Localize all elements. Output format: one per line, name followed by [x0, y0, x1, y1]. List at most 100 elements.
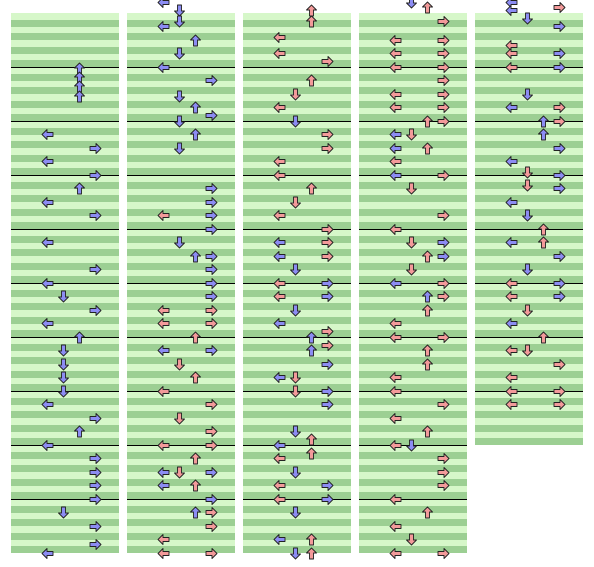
- beat-stripe: [359, 121, 467, 128]
- right-arrow-icon: [437, 290, 450, 303]
- beat-stripe: [475, 154, 583, 162]
- beat-stripe: [243, 283, 351, 290]
- measure-line: [359, 175, 467, 176]
- beat-stripe: [11, 168, 119, 175]
- up-arrow-icon: [421, 425, 434, 438]
- beat-stripe: [127, 391, 235, 398]
- right-arrow-icon: [321, 250, 334, 263]
- beat-stripe: [475, 33, 583, 40]
- beat-stripe: [359, 370, 467, 378]
- beat-stripe: [243, 357, 351, 364]
- down-arrow-icon: [173, 236, 186, 249]
- beat-stripe: [127, 343, 235, 351]
- measure-line: [11, 283, 119, 284]
- left-arrow-icon: [505, 344, 518, 357]
- down-arrow-icon: [57, 290, 70, 303]
- beat-stripe: [475, 161, 583, 169]
- beat-stripe: [359, 296, 467, 304]
- beat-stripe: [11, 13, 119, 20]
- measure-line: [359, 121, 467, 122]
- beat-stripe: [127, 276, 235, 283]
- beat-stripe: [11, 73, 119, 81]
- down-arrow-icon: [521, 12, 534, 25]
- measure-line: [127, 445, 235, 446]
- beat-stripe: [127, 222, 235, 229]
- beat-stripe: [11, 202, 119, 209]
- up-arrow-icon: [305, 331, 318, 344]
- beat-stripe: [127, 478, 235, 486]
- up-arrow-icon: [189, 371, 202, 384]
- right-arrow-icon: [437, 277, 450, 290]
- beat-stripe: [359, 229, 467, 236]
- beat-stripe: [11, 424, 119, 432]
- measure-line: [127, 499, 235, 500]
- beat-stripe: [127, 161, 235, 169]
- beat-stripe: [359, 303, 467, 310]
- up-arrow-icon: [421, 358, 434, 371]
- right-arrow-icon: [205, 506, 218, 519]
- right-arrow-icon: [89, 520, 102, 533]
- beat-stripe: [475, 229, 583, 236]
- right-arrow-icon: [89, 466, 102, 479]
- beat-stripe: [359, 249, 467, 256]
- right-arrow-icon: [437, 547, 450, 560]
- right-arrow-icon: [321, 358, 334, 371]
- beat-stripe: [359, 67, 467, 74]
- left-arrow-icon: [389, 439, 402, 452]
- beat-stripe: [243, 222, 351, 229]
- beat-stripe: [127, 283, 235, 290]
- beat-stripe: [359, 316, 467, 324]
- beat-stripe: [11, 40, 119, 47]
- beat-stripe: [359, 154, 467, 162]
- beat-stripe: [475, 289, 583, 297]
- down-arrow-icon: [289, 425, 302, 438]
- down-arrow-icon: [173, 358, 186, 371]
- beat-stripe: [359, 397, 467, 405]
- right-arrow-icon: [553, 277, 566, 290]
- beat-stripe: [127, 505, 235, 513]
- left-arrow-icon: [273, 452, 286, 465]
- beat-stripe: [127, 404, 235, 412]
- left-arrow-icon: [157, 317, 170, 330]
- right-arrow-icon: [437, 479, 450, 492]
- beat-stripe: [127, 67, 235, 74]
- beat-stripe: [359, 519, 467, 526]
- right-arrow-icon: [205, 344, 218, 357]
- beat-stripe: [243, 181, 351, 189]
- beat-stripe: [359, 404, 467, 412]
- left-arrow-icon: [505, 317, 518, 330]
- beat-stripe: [475, 141, 583, 148]
- beat-stripe: [11, 121, 119, 128]
- right-arrow-icon: [553, 169, 566, 182]
- beat-stripe: [127, 202, 235, 209]
- up-arrow-icon: [189, 506, 202, 519]
- beat-stripe: [243, 492, 351, 499]
- beat-stripe: [475, 411, 583, 418]
- beat-stripe: [243, 161, 351, 169]
- beat-stripe: [127, 168, 235, 175]
- left-arrow-icon: [41, 317, 54, 330]
- beat-stripe: [359, 94, 467, 101]
- beat-stripe: [243, 289, 351, 297]
- beat-stripe: [127, 262, 235, 270]
- right-arrow-icon: [553, 1, 566, 14]
- up-arrow-icon: [537, 331, 550, 344]
- beat-stripe: [475, 100, 583, 108]
- measure-line: [359, 391, 467, 392]
- beat-stripe: [243, 451, 351, 459]
- right-arrow-icon: [205, 250, 218, 263]
- right-arrow-icon: [205, 74, 218, 87]
- beat-stripe: [475, 330, 583, 337]
- right-arrow-icon: [205, 547, 218, 560]
- beat-stripe: [127, 256, 235, 263]
- up-arrow-icon: [189, 452, 202, 465]
- down-arrow-icon: [57, 358, 70, 371]
- beat-stripe: [127, 134, 235, 142]
- measure-line: [127, 337, 235, 338]
- down-arrow-icon: [173, 47, 186, 60]
- down-arrow-icon: [405, 263, 418, 276]
- beat-stripe: [359, 391, 467, 398]
- beat-stripe: [359, 384, 467, 391]
- down-arrow-icon: [57, 506, 70, 519]
